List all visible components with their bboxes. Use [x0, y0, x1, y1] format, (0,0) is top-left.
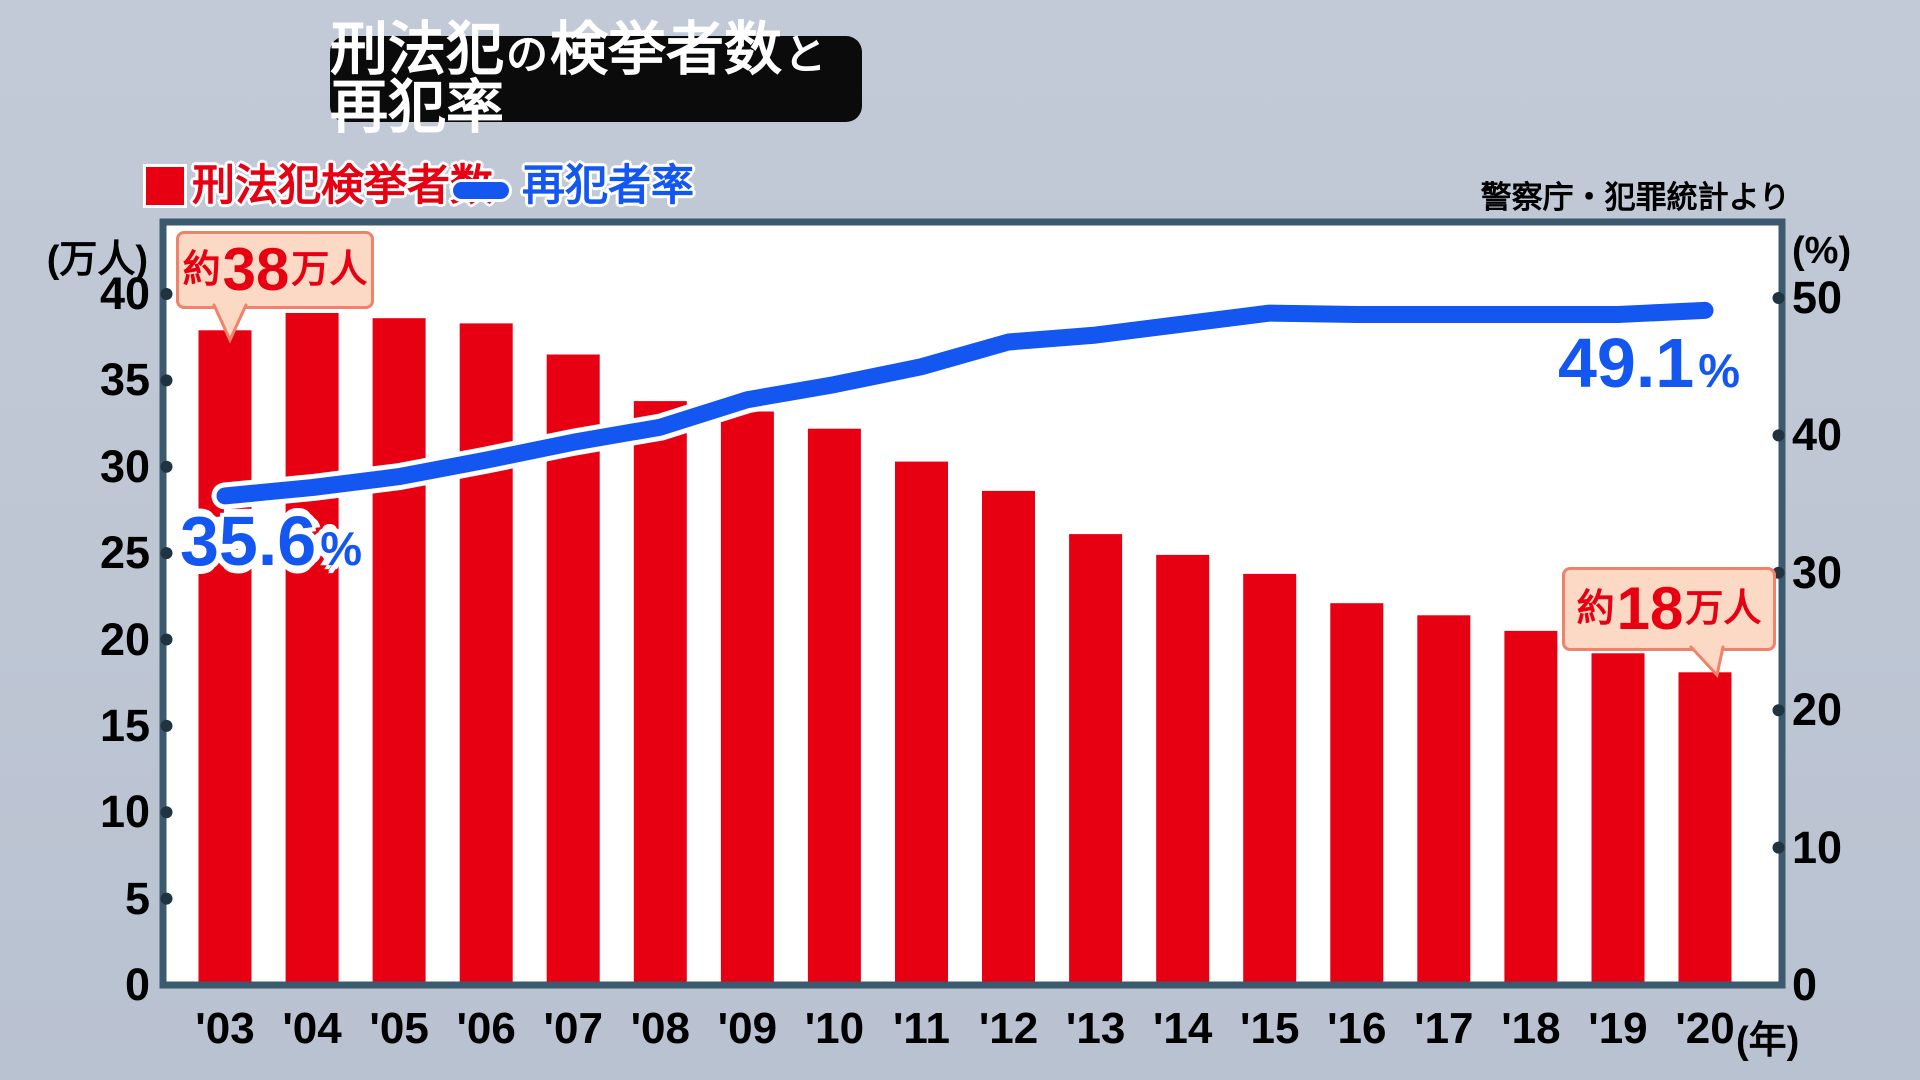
right-axis-label-40: 40 [1792, 409, 1843, 461]
callout-last-bar: 約 18 万人 [1562, 567, 1776, 679]
x-axis-label-07: '07 [543, 1004, 603, 1053]
x-axis-label-17: '17 [1414, 1004, 1474, 1053]
bar-04 [285, 313, 339, 982]
left-axis-label-0: 0 [124, 959, 150, 1010]
text-part: 38 [222, 236, 290, 303]
x-axis-label-15: '15 [1240, 1004, 1300, 1053]
text-part: 約 [1576, 588, 1615, 630]
x-axis-label-10: '10 [804, 1004, 865, 1053]
line-start-number: 35.6 [180, 502, 317, 580]
legend-line-label: 再犯者率 [522, 162, 694, 210]
left-axis-label-20: 20 [99, 613, 150, 665]
bar-14 [1156, 554, 1210, 982]
text-part: 万人 [1685, 588, 1762, 630]
bar-13 [1069, 534, 1123, 982]
text-part: 検挙者数 [550, 17, 783, 82]
text-part: 約 [182, 249, 221, 291]
left-tick-dot-25 [160, 547, 173, 560]
bar-03 [198, 330, 252, 982]
bar-10 [807, 428, 861, 982]
left-tick-dot-10 [160, 806, 173, 819]
x-axis-label-20: '20 [1675, 1004, 1735, 1053]
x-axis-label-06: '06 [456, 1004, 516, 1053]
x-axis-label-16: '16 [1327, 1004, 1387, 1053]
source-credit: 警察庁・犯罪統計より [1480, 180, 1790, 215]
left-axis-label-30: 30 [99, 440, 150, 492]
bar-20 [1678, 672, 1732, 982]
left-axis-unit-label: (万人) [46, 239, 148, 281]
x-axis-label-12: '12 [978, 1004, 1039, 1053]
line-series-swatch-icon [453, 182, 509, 199]
left-tick-dot-40 [160, 288, 173, 300]
right-tick-dot-50 [1772, 292, 1785, 304]
right-tick-dot-10 [1772, 841, 1785, 854]
right-axis-label-10: 10 [1792, 821, 1843, 873]
callout-last-bar-text: 約 18 万人 [1577, 570, 1762, 648]
x-axis-label-05: '05 [369, 1004, 429, 1053]
right-axis-unit-label: (%) [1792, 230, 1852, 272]
text-part: 刑法犯 [330, 17, 505, 82]
line-end-number: 49.1 [1558, 324, 1695, 402]
x-axis-label-03: '03 [195, 1004, 255, 1053]
left-axis-label-5: 5 [124, 872, 150, 924]
bar-12 [982, 490, 1035, 982]
bar-06 [459, 323, 513, 982]
callout-first-bar-text: 約 38 万人 [183, 234, 368, 306]
right-axis-label-0: 0 [1792, 959, 1818, 1010]
left-tick-dot-15 [160, 719, 173, 732]
text-part: の [506, 31, 549, 78]
bar-15 [1243, 573, 1297, 982]
right-axis-label-20: 20 [1792, 684, 1843, 736]
callout-first-bar: 約 38 万人 [176, 231, 374, 343]
left-tick-dot-30 [160, 460, 173, 473]
bar-17 [1417, 615, 1471, 982]
recidivism-line [216, 301, 1714, 505]
x-axis-label-11: '11 [892, 1004, 950, 1053]
x-axis-label-14: '14 [1152, 1004, 1213, 1053]
x-axis-label-08: '08 [630, 1004, 690, 1053]
left-axis-label-25: 25 [99, 527, 150, 579]
text-part: と [784, 31, 827, 78]
x-axis-label-09: '09 [717, 1004, 778, 1053]
line-start-value: 35.6% [180, 506, 362, 576]
bar-series-swatch-icon [146, 167, 184, 205]
line-end-percent-sign: % [1698, 344, 1741, 397]
left-axis-label-35: 35 [99, 354, 150, 406]
x-axis-label-13: '13 [1065, 1004, 1126, 1053]
bar-11 [895, 461, 948, 982]
line-start-percent-sign: % [320, 522, 363, 575]
legend-bar-label: 刑法犯検挙者数 [192, 162, 493, 210]
right-axis-label-50: 50 [1792, 272, 1843, 323]
bar-16 [1330, 603, 1384, 982]
chart-title: 刑法犯の検挙者数と再犯率 [330, 21, 862, 137]
left-tick-dot-5 [160, 892, 173, 905]
text-part: 万人 [291, 249, 368, 291]
left-tick-dot-35 [160, 374, 173, 387]
bar-08 [633, 401, 687, 982]
bar-09 [720, 411, 774, 982]
chart-title-text: 刑法犯の検挙者数と再犯率 [330, 21, 862, 137]
right-tick-dot-20 [1772, 704, 1785, 717]
right-tick-dot-40 [1772, 429, 1785, 442]
bar-18 [1504, 630, 1558, 982]
text-part: 再犯率 [330, 75, 505, 140]
left-axis-label-10: 10 [99, 786, 150, 838]
left-axis-label-40: 40 [99, 268, 150, 319]
x-axis-label-04: '04 [282, 1004, 342, 1053]
x-axis-unit-label: (年) [1736, 1020, 1800, 1062]
text-part: 18 [1616, 575, 1684, 642]
x-axis-label-19: '19 [1588, 1004, 1648, 1053]
left-axis-label-15: 15 [99, 699, 150, 751]
line-end-value: 49.1% [1558, 328, 1740, 398]
right-axis-label-30: 30 [1792, 546, 1843, 598]
left-tick-dot-20 [160, 633, 173, 646]
callout-last-tail [1689, 645, 1725, 679]
bar-05 [372, 318, 426, 982]
bar-19 [1591, 653, 1645, 982]
callout-first-tail [212, 303, 248, 343]
x-axis-label-18: '18 [1501, 1004, 1561, 1053]
